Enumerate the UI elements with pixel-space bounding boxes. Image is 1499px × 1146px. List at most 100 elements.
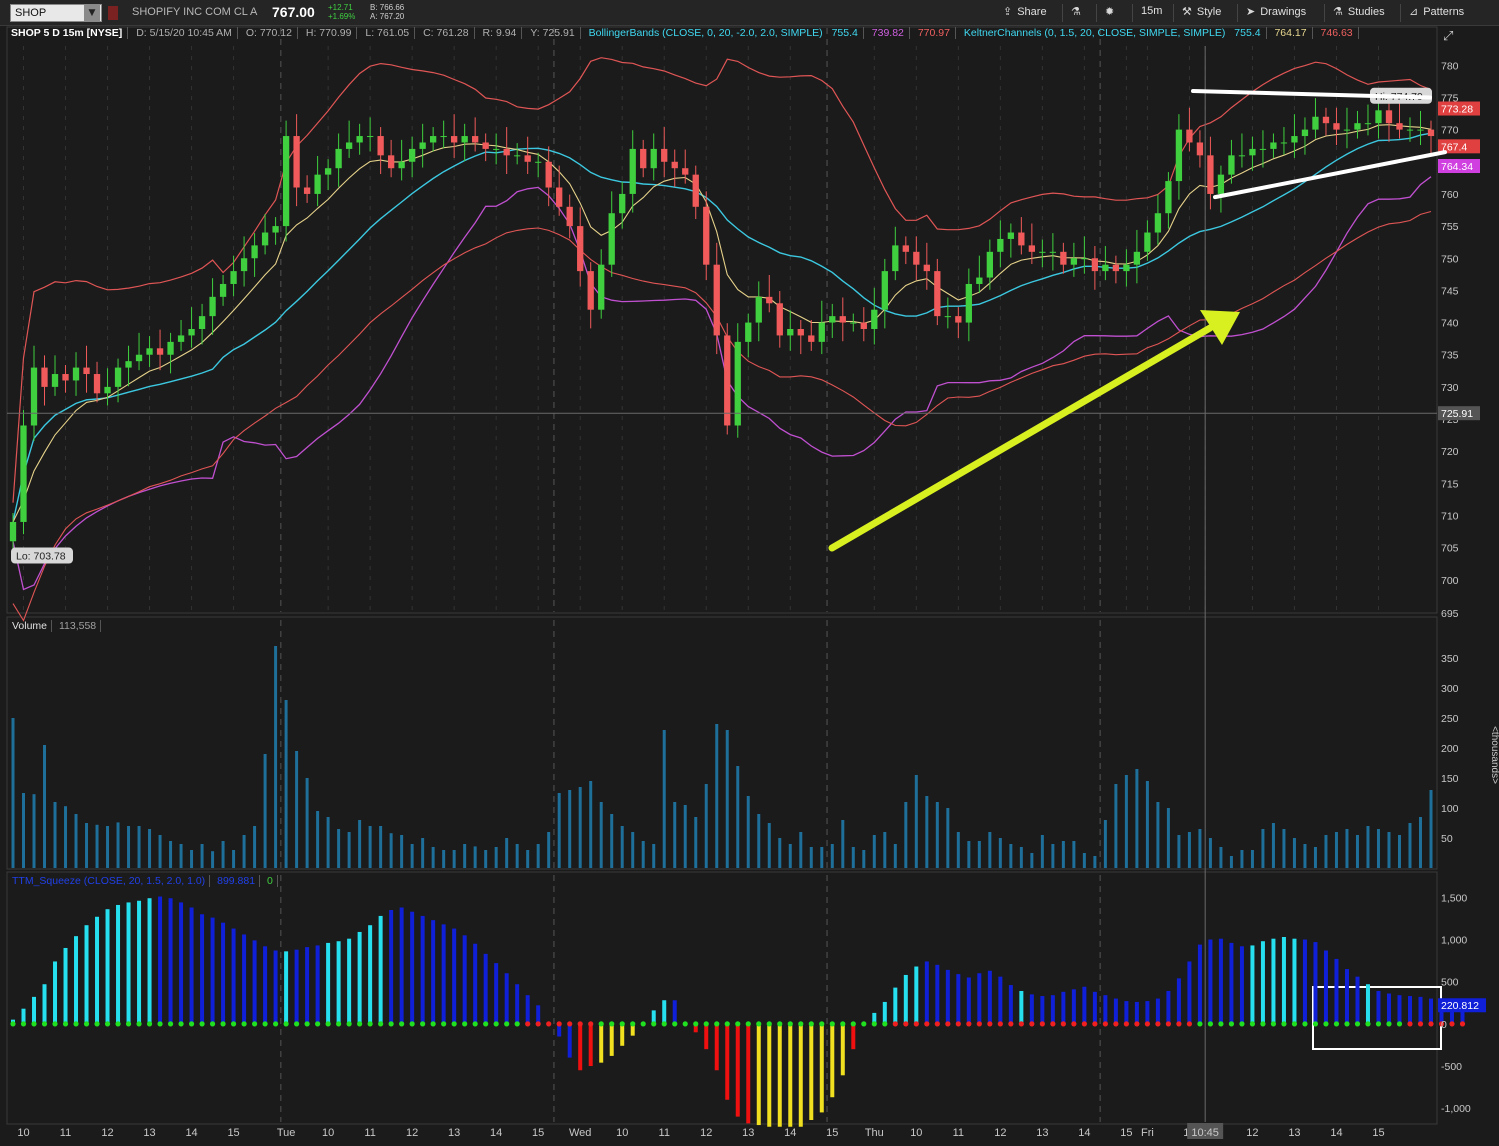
- squeeze-dot: [945, 1021, 951, 1027]
- candles: [9, 94, 1435, 551]
- squeeze-bar: [1460, 1005, 1465, 1024]
- time-tick-label: 15: [532, 1127, 544, 1139]
- candle-down: [1207, 155, 1214, 194]
- squeeze-dot: [462, 1021, 468, 1027]
- volume-bar: [358, 820, 362, 868]
- volume-bar: [200, 844, 204, 868]
- candle-up: [787, 329, 794, 336]
- candle-up: [1144, 232, 1151, 252]
- squeeze-bar: [798, 1023, 803, 1127]
- squeeze-dot: [619, 1021, 625, 1027]
- squeeze-dot: [777, 1021, 783, 1027]
- volume-bar: [95, 824, 99, 868]
- volume-bar: [914, 775, 918, 868]
- chart-id[interactable]: SHOP 5 D 15m [NYSE]: [8, 27, 129, 39]
- volume-bar: [127, 826, 131, 868]
- candle-up: [1301, 129, 1309, 137]
- squeeze-bar: [672, 1000, 677, 1024]
- volume-bar: [1040, 835, 1044, 868]
- time-tick-label: Wed: [569, 1127, 591, 1139]
- price-tick-label: 750: [1441, 253, 1459, 265]
- candle-up: [324, 168, 332, 175]
- squeeze-bar: [452, 928, 457, 1024]
- candle-down: [83, 367, 90, 375]
- time-tick-label: 12: [101, 1127, 113, 1139]
- studies-button[interactable]: ⚗ Studies: [1333, 5, 1385, 18]
- squeeze-dot: [588, 1021, 594, 1027]
- squeeze-dot: [336, 1021, 342, 1027]
- squeeze-bar: [1040, 996, 1045, 1024]
- candle-down: [902, 245, 909, 252]
- volume-bar: [347, 832, 351, 868]
- volume-pane: [6, 616, 1438, 870]
- squeeze-bar: [210, 917, 215, 1024]
- squeeze-dot: [146, 1021, 153, 1027]
- squeeze-dot: [1029, 1021, 1035, 1027]
- squeeze-dot: [693, 1021, 699, 1027]
- keltner-label[interactable]: KeltnerChannels (0, 1.5, 20, CLOSE, SIMP…: [963, 27, 1226, 39]
- squeeze-bar: [966, 977, 971, 1024]
- candle-down: [41, 367, 48, 387]
- candle-up: [1039, 251, 1046, 253]
- share-button[interactable]: ⇪ Share: [1003, 5, 1047, 18]
- symbol-input[interactable]: SHOP: [10, 4, 102, 22]
- volume-bar: [316, 811, 320, 868]
- interval-button[interactable]: 15m: [1141, 5, 1162, 17]
- volume-bar: [715, 724, 719, 868]
- time-tick-label: 14: [490, 1127, 502, 1139]
- candle-down: [1322, 116, 1330, 124]
- candle-down: [661, 148, 668, 162]
- squeeze-label[interactable]: TTM_Squeeze (CLOSE, 20, 1.5, 2.0, 1.0): [8, 875, 211, 887]
- patterns-button[interactable]: ⊿ Patterns: [1409, 5, 1464, 18]
- bollinger-label[interactable]: BollingerBands (CLOSE, 0, 20, -2.0, 2.0,…: [588, 27, 823, 39]
- squeeze-bar: [956, 974, 961, 1024]
- squeeze-dot: [199, 1021, 205, 1027]
- squeeze-bar: [830, 1023, 835, 1098]
- volume-bar: [704, 784, 708, 868]
- volume-bar: [148, 829, 152, 868]
- squeeze-dot: [1249, 1021, 1256, 1027]
- volume-bar: [515, 844, 519, 868]
- candle-down: [93, 374, 101, 394]
- candle-up: [1249, 148, 1256, 156]
- squeeze-bar: [305, 947, 310, 1024]
- volume-bar: [872, 835, 876, 868]
- symbol-dropdown-icon[interactable]: ▼: [84, 5, 100, 21]
- style-button[interactable]: ⚒ Style: [1182, 5, 1221, 18]
- squeeze-dot: [514, 1021, 520, 1027]
- flask-button[interactable]: ⚗: [1071, 5, 1086, 18]
- candle-down: [303, 187, 311, 194]
- squeeze-dot: [1260, 1021, 1266, 1027]
- squeeze-dot: [577, 1021, 583, 1027]
- volume-bar: [568, 790, 572, 868]
- candle-down: [566, 206, 573, 227]
- expand-chart-icon[interactable]: ⤢: [1443, 29, 1454, 44]
- squeeze-dot: [1407, 1021, 1413, 1027]
- volume-label[interactable]: Volume: [8, 620, 53, 632]
- crosshair-price-tag-bg: [1438, 406, 1480, 421]
- volume-bar: [158, 835, 162, 868]
- squeeze-dot: [567, 1021, 573, 1027]
- drawings-button[interactable]: ➤ Drawings: [1246, 5, 1306, 18]
- volume-bar: [1229, 856, 1233, 868]
- candle-down: [1385, 110, 1393, 124]
- volume-bar: [137, 826, 141, 868]
- volume-tick-label: 150: [1441, 773, 1459, 785]
- candle-up: [125, 361, 132, 368]
- squeeze-bar: [693, 1023, 698, 1033]
- squeeze-bar: [536, 1005, 541, 1024]
- candle-up: [1154, 213, 1162, 233]
- candle-down: [156, 348, 164, 355]
- squeeze-dot: [31, 1021, 37, 1027]
- volume-bar: [925, 796, 929, 868]
- candle-up: [9, 521, 17, 542]
- volume-bar: [1145, 781, 1149, 868]
- settings-button[interactable]: ✹: [1105, 5, 1119, 18]
- keltner-upper: 764.17: [1271, 27, 1313, 39]
- squeeze-bar: [998, 976, 1003, 1024]
- volume-bar: [967, 841, 971, 868]
- squeeze-dot: [399, 1021, 405, 1027]
- squeeze-bar: [788, 1023, 793, 1127]
- price-tick-label: 695: [1441, 608, 1459, 620]
